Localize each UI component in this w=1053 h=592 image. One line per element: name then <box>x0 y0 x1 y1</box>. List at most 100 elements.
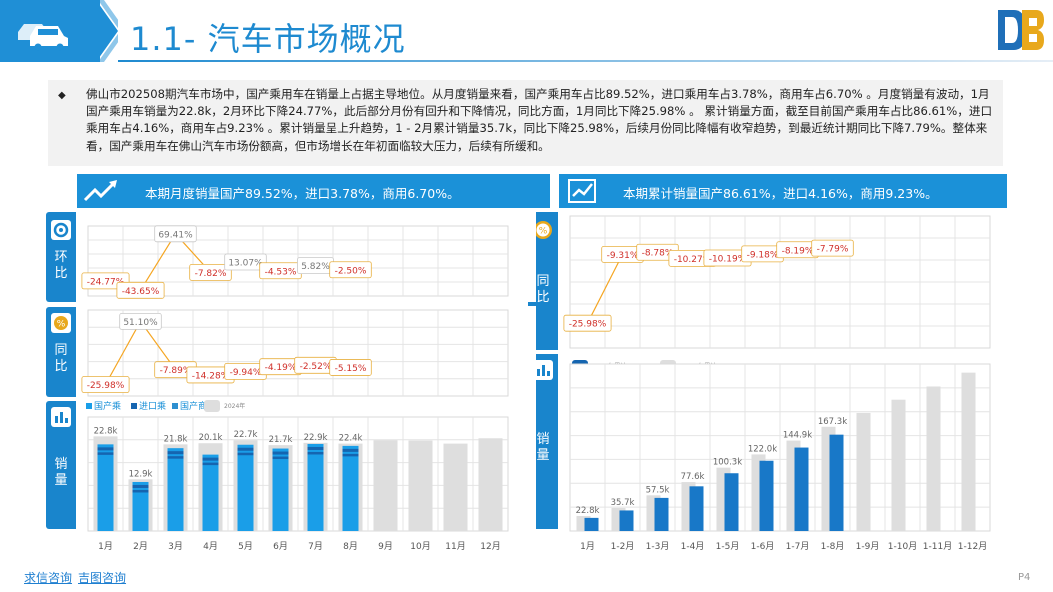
data-label: 69.41% <box>158 230 193 240</box>
footer-link-qiuxin[interactable]: 求信咨询 <box>24 571 73 585</box>
left-banner-text: 本期月度销量国产89.52%，进口3.78%，商用6.70%。 <box>145 186 460 201</box>
bar-current <box>167 448 184 531</box>
strip-cum-sales-label: 销量 <box>536 432 550 463</box>
bar-segment-import <box>307 446 324 450</box>
bar-segment-import <box>342 448 359 452</box>
bar-current <box>584 517 599 531</box>
data-label-box <box>119 312 162 330</box>
legend-label: 国产商 <box>180 400 207 412</box>
data-label-box <box>154 225 197 243</box>
bar-prev-year <box>478 438 503 531</box>
data-label-box <box>224 253 267 271</box>
bar-value-label: 22.8k <box>576 506 600 516</box>
data-label: -5.15% <box>335 364 367 374</box>
x-tick-label: 6月 <box>273 541 288 552</box>
strip-yoy: % 同比 <box>46 307 76 397</box>
x-tick-label: 1-7月 <box>786 541 810 552</box>
bar-segment-commercial <box>167 456 184 459</box>
bar-value-label: 12.9k <box>129 469 153 479</box>
bar-segment-commercial <box>202 462 219 466</box>
data-label-box <box>563 314 612 332</box>
strip-sales-label: 销量 <box>54 457 68 488</box>
data-label: -4.53% <box>265 267 297 277</box>
chart-monthly-mom: -24.77%-43.65% 69.41% -7.82%13.07%-4.53% 5.… <box>78 212 536 302</box>
bar-current <box>689 486 704 531</box>
bar-value-label: 144.9k <box>783 431 812 441</box>
summary-box <box>48 80 1003 166</box>
data-label: 51.10% <box>123 318 158 328</box>
strip-mom-label: 环比 <box>54 250 68 281</box>
legend-label: 国产乘 <box>94 400 121 412</box>
data-label: -25.98% <box>87 381 125 391</box>
data-label: -7.82% <box>195 269 227 279</box>
target-icon <box>51 220 71 240</box>
bar-value-label: 35.7k <box>611 498 635 508</box>
bar-value-label: 21.8k <box>164 434 188 444</box>
logo-icon <box>998 10 1044 50</box>
x-tick-label: 4月 <box>203 541 218 552</box>
bar-segment-commercial <box>132 489 149 493</box>
bar-current <box>272 448 289 531</box>
data-label: -10.19% <box>709 255 747 265</box>
x-tick-label: 1-4月 <box>681 541 705 552</box>
x-tick-label: 5月 <box>238 541 253 552</box>
svg-text:%: % <box>57 320 66 330</box>
bar-prev-year <box>408 440 433 531</box>
chart-trend-icon <box>568 179 596 203</box>
chart-monthly-yoy: -25.98% 51.10% -7.89%-14.28% -9.94% -4.19% -2… <box>78 306 536 398</box>
data-label-box <box>81 376 130 393</box>
data-label: -14.28% <box>192 371 230 381</box>
bar-value-label: 22.9k <box>304 433 328 443</box>
data-label: -8.78% <box>642 249 674 259</box>
strip-mom: 环比 <box>46 212 76 302</box>
bar-current <box>619 510 634 531</box>
bar-current <box>237 444 254 531</box>
bar-segment-commercial <box>97 452 114 455</box>
bar-current <box>342 445 359 531</box>
data-label: -9.31% <box>607 251 639 261</box>
x-tick-label: 11月 <box>445 541 465 552</box>
x-tick-label: 1-5月 <box>716 541 740 552</box>
data-label: -2.50% <box>335 266 367 276</box>
data-label: -43.65% <box>122 287 160 297</box>
chart-cumulative-yoy: -25.98%-9.31% -8.78%-10.27%-10.19% -9.18% -… <box>560 212 994 350</box>
bar-segment-import <box>272 451 289 455</box>
bar-segment-import <box>97 447 114 451</box>
bar-chart-icon <box>51 407 71 427</box>
x-tick-label: 2月 <box>133 541 148 552</box>
bar-value-label: 77.6k <box>681 472 705 482</box>
trend-up-icon <box>83 180 117 202</box>
data-label: -4.19% <box>265 363 297 373</box>
x-tick-label: 9月 <box>378 541 393 552</box>
data-label: -10.27% <box>674 255 712 265</box>
bar-segment-import <box>202 457 219 461</box>
x-tick-label: 10月 <box>410 541 430 552</box>
percent-icon: % <box>51 313 71 333</box>
legend-label: 进口乘 <box>139 400 166 412</box>
bar-current <box>724 473 739 531</box>
bar-segment-import <box>167 451 184 455</box>
left-banner: 本期月度销量国产89.52%，进口3.78%，商用6.70%。 <box>77 174 550 208</box>
bar-segment-commercial <box>342 453 359 457</box>
bar-segment-import <box>132 484 149 488</box>
bullet-diamond-icon: ◆ <box>58 90 66 101</box>
x-tick-label: 1-3月 <box>646 541 670 552</box>
x-tick-label: 1月 <box>98 541 113 552</box>
data-label: -24.77% <box>87 277 125 287</box>
bar-value-label: 100.3k <box>713 458 742 468</box>
bar-current <box>654 497 669 531</box>
page-number: P4 <box>1018 572 1031 583</box>
bar-current <box>307 443 324 531</box>
footer-links: 求信咨询 吉图咨询 <box>24 569 132 586</box>
chart-cumulative-sales: 2025年累计2024年累计22.8k1月35.7k1-2月57.5k1-3月7… <box>560 354 994 556</box>
x-tick-label: 3月 <box>168 541 183 552</box>
bar-current <box>759 460 774 531</box>
bar-segment-commercial <box>272 456 289 460</box>
x-tick-label: 1-11月 <box>923 541 952 552</box>
bar-value-label: 57.5k <box>646 485 670 495</box>
x-tick-label: 1-2月 <box>611 541 635 552</box>
strip-sales: 销量 <box>46 401 76 529</box>
bar-prev-year <box>961 372 976 531</box>
footer-link-jitu[interactable]: 吉图咨询 <box>78 571 127 585</box>
bar-segment-commercial <box>307 451 324 455</box>
